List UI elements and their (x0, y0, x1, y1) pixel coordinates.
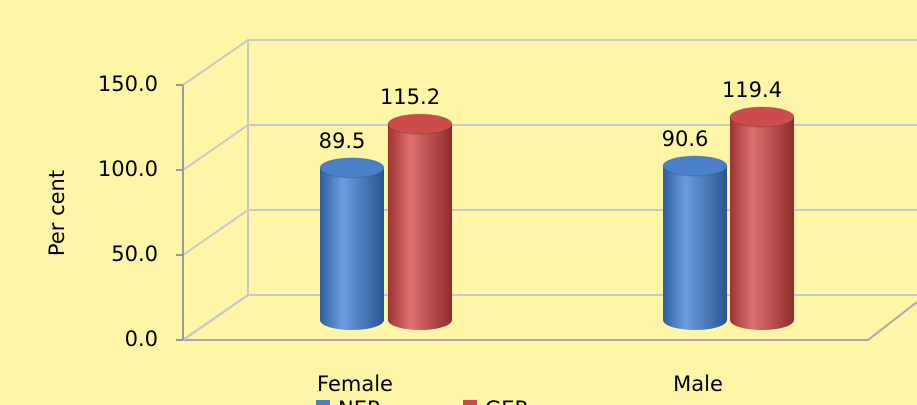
y-axis-label: Per cent (45, 170, 69, 256)
y-tick-label: 150.0 (98, 72, 158, 96)
y-tick-label: 50.0 (111, 242, 158, 266)
cylinder-body (320, 167, 384, 330)
cylinder-top (387, 113, 453, 135)
cylinder-body (730, 117, 794, 331)
cylinder (319, 157, 385, 330)
x-tick-label: Female (317, 372, 393, 396)
cylinder-top (319, 157, 385, 179)
legend-swatch (316, 400, 330, 405)
grid-line (182, 209, 917, 256)
x-tick-label: Male (673, 372, 723, 396)
y-tick-label: 100.0 (98, 157, 158, 181)
value-label: 115.2 (380, 85, 440, 109)
value-label: 89.5 (319, 129, 366, 153)
grid-line (182, 294, 917, 341)
value-label: 90.6 (662, 127, 709, 151)
cylinder (662, 155, 728, 330)
cylinder (729, 106, 795, 331)
cylinder-top (662, 155, 728, 177)
cylinder (387, 113, 453, 330)
value-label: 119.4 (722, 78, 782, 102)
y-tick-label: 0.0 (125, 327, 158, 351)
grid-line (182, 39, 917, 86)
legend-swatch (463, 400, 477, 405)
cylinder-body (388, 124, 452, 330)
cylinder-top (729, 106, 795, 128)
cylinder-body (663, 165, 727, 330)
legend-label: NER (338, 397, 382, 405)
legend-label: GER (485, 397, 529, 405)
floor (182, 294, 917, 341)
grid-line (182, 124, 917, 171)
